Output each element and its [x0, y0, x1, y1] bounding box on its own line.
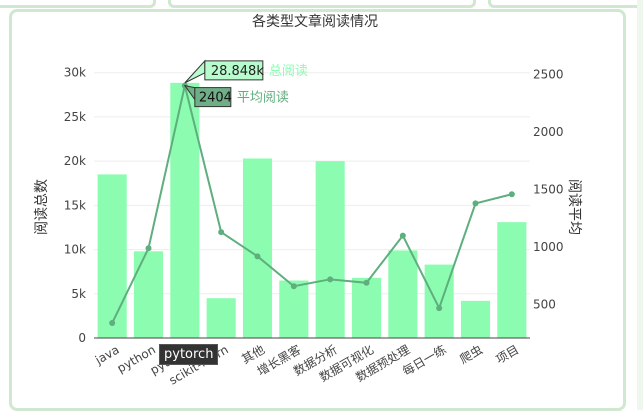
tab-middle[interactable] [168, 0, 476, 8]
bar [170, 82, 200, 338]
bar [133, 251, 164, 338]
average-line [109, 82, 515, 327]
tab-right[interactable] [488, 0, 643, 8]
y-right-label: 阅读平均 [566, 179, 583, 235]
bar [315, 161, 345, 338]
y-left-tick-label: 25k [64, 110, 86, 124]
line-point [145, 245, 152, 252]
axes: 05k10k15k20k25k30k5001000150020002500jav… [64, 66, 564, 388]
line-point [472, 200, 479, 207]
bar [424, 264, 454, 338]
hover-tooltip: pytorch [159, 344, 219, 365]
line-point [109, 320, 116, 327]
y-right-tick-label: 1500 [533, 183, 564, 197]
grid-lines [94, 72, 530, 295]
bars [97, 82, 527, 338]
y-right-tick-label: 2500 [533, 68, 564, 82]
bar [97, 174, 127, 338]
y-left-tick-label: 30k [64, 66, 86, 80]
scroll-edge [637, 0, 643, 410]
line-series-label: 平均阅读 [237, 91, 289, 106]
bar-label-pointer [184, 59, 206, 84]
y-right-tick-label: 500 [533, 298, 556, 312]
bar [351, 277, 382, 338]
hover-labels: 28.848k 总阅读 2404 平均阅读 [183, 59, 308, 108]
y-right-tick-label: 1000 [533, 240, 564, 254]
bar [206, 298, 236, 338]
y-left-tick-label: 0 [78, 331, 86, 345]
y-right-tick-label: 2000 [533, 125, 564, 139]
bar [279, 280, 309, 338]
bar-series-label: 总阅读 [269, 64, 308, 79]
line-point [327, 276, 334, 283]
x-tick-label: 项目 [494, 342, 522, 366]
line-point [436, 305, 443, 312]
bar [497, 222, 527, 338]
line-label-box [194, 87, 232, 108]
x-tick-label: 爬虫 [457, 342, 485, 366]
line-point [363, 279, 370, 286]
tab-left[interactable] [0, 0, 156, 8]
y-left-tick-label: 15k [64, 198, 86, 212]
bar [242, 158, 273, 338]
line-point [218, 229, 225, 236]
bar [460, 300, 491, 338]
bar-value-label: 28.848k [211, 64, 264, 79]
line-point [290, 283, 297, 290]
line-point [508, 191, 515, 198]
line-point [399, 232, 406, 239]
bar-label-box [204, 60, 264, 81]
y-left-tick-label: 10k [64, 243, 86, 257]
line-point [254, 253, 261, 260]
y-left-label: 阅读总数 [33, 179, 50, 235]
chart-title: 各类型文章阅读情况 [252, 13, 378, 30]
line-path [111, 85, 513, 324]
y-left-tick-label: 5k [71, 287, 86, 301]
bar [388, 250, 418, 338]
line-value-label: 2404 [199, 91, 232, 106]
y-left-tick-label: 20k [64, 154, 86, 168]
